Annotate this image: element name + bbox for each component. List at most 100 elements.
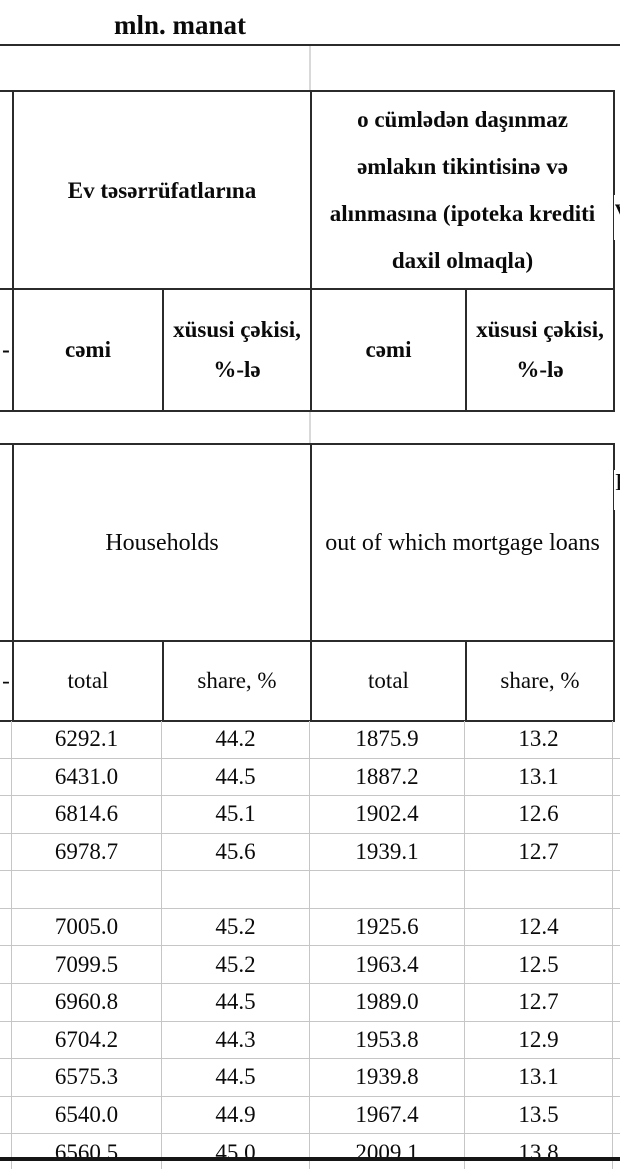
en-households-share-header: share, % [162,640,312,722]
table-bottom-border [0,1157,620,1161]
en-mortgage-share-header: share, % [465,640,615,722]
cell-households-share: 44.5 [162,758,310,796]
cell-mortgage-total: 2009.1 [310,1134,465,1169]
cell-households-share: 45.0 [162,1134,310,1169]
cell-households-total: 6292.1 [12,721,162,758]
az-mortgage-total-header: cəmi [310,288,467,412]
row-left-sliver [0,1134,12,1169]
cell-households-share: 44.9 [162,1096,310,1134]
grid-line [309,46,311,90]
cell-households-share: 44.3 [162,1021,310,1059]
grid-line [309,412,311,443]
table-row: 6431.0 44.5 1887.2 13.1 [0,758,620,797]
en-mortgage-group-header: out of which mortgage loans [310,443,615,642]
row-left-sliver [0,908,12,946]
table-row: 6560.5 45.0 2009.1 13.8 [0,1134,620,1169]
cell-mortgage-total: 1902.4 [310,796,465,833]
row-right-sliver [613,1097,620,1134]
table-row: 7005.0 45.2 1925.6 12.4 [0,908,620,947]
cell-households-total [12,871,162,908]
cell-households-total: 7005.0 [12,908,162,946]
cell-households-total: 7099.5 [12,946,162,984]
cell-households-share: 44.5 [162,984,310,1021]
row-right-sliver [613,1022,620,1059]
cell-mortgage-share: 13.2 [465,721,613,758]
row-right-sliver [613,984,620,1021]
row-right-sliver [613,834,620,871]
table-row: 6704.2 44.3 1953.8 12.9 [0,1021,620,1060]
en-households-group-header: Households [12,443,312,642]
cell-mortgage-share: 12.7 [465,984,613,1021]
cell-mortgage-share: 12.7 [465,833,613,871]
cell-mortgage-total: 1967.4 [310,1096,465,1134]
az-households-group-header: Ev təsərrüfatlarına [12,90,312,290]
cell-mortgage-total: 1939.1 [310,833,465,871]
cell-households-share: 45.6 [162,833,310,871]
az-mortgage-share-header: xüsusi çəkisi, %-lə [465,288,615,412]
cell-mortgage-total: 1953.8 [310,1021,465,1059]
row-left-sliver [0,721,12,758]
cell-mortgage-share: 12.6 [465,796,613,833]
cell-households-total: 6960.8 [12,984,162,1021]
cell-mortgage-total: 1875.9 [310,721,465,758]
en-mortgage-total-header: total [310,640,467,722]
cell-households-total: 6978.7 [12,833,162,871]
table-row: 6978.7 45.6 1939.1 12.7 [0,833,620,872]
cell-mortgage-share: 12.5 [465,946,613,984]
cell-mortgage-total: 1963.4 [310,946,465,984]
row-right-sliver [613,1059,620,1096]
cell-households-share: 44.5 [162,1059,310,1096]
row-left-sliver [0,1096,12,1134]
az-mortgage-group-header: o cümlədən daşınmaz əmlakın tikintisinə … [310,90,615,290]
cell-households-share: 45.2 [162,946,310,984]
row-right-sliver [613,909,620,946]
row-right-sliver [613,721,620,758]
cell-mortgage-total: 1939.8 [310,1059,465,1096]
cell-mortgage-share: 13.8 [465,1134,613,1169]
cell-mortgage-share: 13.1 [465,758,613,796]
cell-households-total: 6560.5 [12,1134,162,1169]
cell-households-total: 6540.0 [12,1096,162,1134]
row-left-sliver [0,833,12,871]
cell-households-total: 6704.2 [12,1021,162,1059]
cell-households-total: 6814.6 [12,796,162,833]
cell-households-total: 6431.0 [12,758,162,796]
row-left-sliver [0,1059,12,1096]
divider [0,44,620,46]
table-row: 6292.1 44.2 1875.9 13.2 [0,721,620,759]
table-row: 6960.8 44.5 1989.0 12.7 [0,984,620,1022]
row-right-sliver [613,796,620,833]
row-right-sliver [613,1134,620,1169]
row-right-sliver [613,759,620,796]
en-right-truncated-text: F [614,470,620,510]
cell-mortgage-total: 1925.6 [310,908,465,946]
cell-mortgage-share [465,871,613,908]
az-right-truncated-text: v [614,195,620,240]
row-left-sliver [0,946,12,984]
table-row: 6814.6 45.1 1902.4 12.6 [0,796,620,834]
cell-households-total: 6575.3 [12,1059,162,1096]
row-left-sliver [0,871,12,908]
az-households-total-header: cəmi [12,288,164,412]
cell-households-share: 45.1 [162,796,310,833]
cell-mortgage-total: 1989.0 [310,984,465,1021]
table-row-empty [0,871,620,909]
cell-mortgage-share: 12.4 [465,908,613,946]
row-left-sliver [0,758,12,796]
en-households-total-header: total [12,640,164,722]
table-row: 6575.3 44.5 1939.8 13.1 [0,1059,620,1097]
row-right-sliver [613,871,620,908]
cell-households-share: 45.2 [162,908,310,946]
cell-mortgage-total [310,871,465,908]
data-grid: 6292.1 44.2 1875.9 13.2 6431.0 44.5 1887… [0,721,620,1169]
row-left-sliver [0,984,12,1021]
row-left-sliver [0,1021,12,1059]
cell-households-share: 44.2 [162,721,310,758]
cell-mortgage-total: 1887.2 [310,758,465,796]
cell-mortgage-share: 13.5 [465,1096,613,1134]
row-left-sliver [0,796,12,833]
az-households-share-header: xüsusi çəkisi, %-lə [162,288,312,412]
cell-households-share [162,871,310,908]
unit-label: mln. manat [113,10,246,40]
